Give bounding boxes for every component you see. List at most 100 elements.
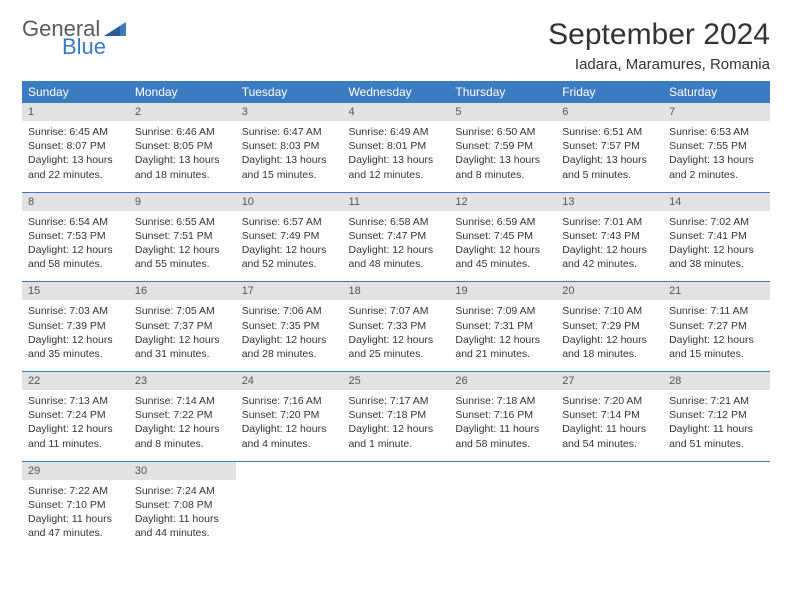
- day-cell: Sunrise: 6:58 AMSunset: 7:47 PMDaylight:…: [343, 211, 450, 283]
- day-number: [663, 462, 770, 480]
- daylight-line: Daylight: 13 hours and 15 minutes.: [242, 153, 337, 181]
- sunrise-line: Sunrise: 7:16 AM: [242, 394, 337, 408]
- sunrise-line: Sunrise: 7:17 AM: [349, 394, 444, 408]
- daylight-line: Daylight: 12 hours and 45 minutes.: [455, 243, 550, 271]
- header: General Blue September 2024 Iadara, Mara…: [22, 18, 770, 73]
- day-number: 27: [556, 372, 663, 390]
- day-number: 13: [556, 193, 663, 211]
- sunrise-line: Sunrise: 7:22 AM: [28, 484, 123, 498]
- sunrise-line: Sunrise: 7:13 AM: [28, 394, 123, 408]
- sunrise-line: Sunrise: 6:58 AM: [349, 215, 444, 229]
- day-cell: Sunrise: 7:18 AMSunset: 7:16 PMDaylight:…: [449, 390, 556, 462]
- sunset-line: Sunset: 8:05 PM: [135, 139, 230, 153]
- sunrise-line: Sunrise: 6:50 AM: [455, 125, 550, 139]
- sunset-line: Sunset: 7:16 PM: [455, 408, 550, 422]
- sunset-line: Sunset: 7:08 PM: [135, 498, 230, 512]
- sunset-line: Sunset: 7:49 PM: [242, 229, 337, 243]
- daylight-line: Daylight: 11 hours and 58 minutes.: [455, 422, 550, 450]
- day-number: 9: [129, 193, 236, 211]
- content-row: Sunrise: 7:22 AMSunset: 7:10 PMDaylight:…: [22, 480, 770, 551]
- day-number: 1: [22, 103, 129, 121]
- daylight-line: Daylight: 13 hours and 18 minutes.: [135, 153, 230, 181]
- day-number: 5: [449, 103, 556, 121]
- logo: General Blue: [22, 18, 126, 58]
- daylight-line: Daylight: 13 hours and 5 minutes.: [562, 153, 657, 181]
- day-cell: Sunrise: 6:49 AMSunset: 8:01 PMDaylight:…: [343, 121, 450, 193]
- daylight-line: Daylight: 12 hours and 11 minutes.: [28, 422, 123, 450]
- day-number: 19: [449, 282, 556, 300]
- day-cell: Sunrise: 7:10 AMSunset: 7:29 PMDaylight:…: [556, 300, 663, 372]
- title-block: September 2024 Iadara, Maramures, Romani…: [548, 18, 770, 73]
- day-header: Thursday: [449, 81, 556, 103]
- day-number: 29: [22, 462, 129, 480]
- day-number: [236, 462, 343, 480]
- daylight-line: Daylight: 13 hours and 22 minutes.: [28, 153, 123, 181]
- sunrise-line: Sunrise: 6:57 AM: [242, 215, 337, 229]
- page-title: September 2024: [548, 18, 770, 52]
- daylight-line: Daylight: 11 hours and 47 minutes.: [28, 512, 123, 540]
- daylight-line: Daylight: 12 hours and 38 minutes.: [669, 243, 764, 271]
- sunset-line: Sunset: 7:20 PM: [242, 408, 337, 422]
- day-cell: Sunrise: 7:02 AMSunset: 7:41 PMDaylight:…: [663, 211, 770, 283]
- day-header: Monday: [129, 81, 236, 103]
- day-number: 15: [22, 282, 129, 300]
- sunset-line: Sunset: 7:37 PM: [135, 319, 230, 333]
- day-number: 3: [236, 103, 343, 121]
- day-number: [556, 462, 663, 480]
- day-number: 30: [129, 462, 236, 480]
- sunset-line: Sunset: 7:31 PM: [455, 319, 550, 333]
- daynum-row: 891011121314: [22, 193, 770, 211]
- day-header: Sunday: [22, 81, 129, 103]
- day-cell: Sunrise: 7:24 AMSunset: 7:08 PMDaylight:…: [129, 480, 236, 551]
- logo-triangle-icon: [104, 18, 126, 40]
- day-cell: Sunrise: 7:21 AMSunset: 7:12 PMDaylight:…: [663, 390, 770, 462]
- day-number: 10: [236, 193, 343, 211]
- day-cell: Sunrise: 7:05 AMSunset: 7:37 PMDaylight:…: [129, 300, 236, 372]
- calendar-table: Sunday Monday Tuesday Wednesday Thursday…: [22, 81, 770, 550]
- sunrise-line: Sunrise: 7:10 AM: [562, 304, 657, 318]
- sunset-line: Sunset: 7:51 PM: [135, 229, 230, 243]
- sunset-line: Sunset: 7:45 PM: [455, 229, 550, 243]
- sunrise-line: Sunrise: 7:11 AM: [669, 304, 764, 318]
- sunrise-line: Sunrise: 6:47 AM: [242, 125, 337, 139]
- sunrise-line: Sunrise: 6:55 AM: [135, 215, 230, 229]
- day-cell: Sunrise: 6:47 AMSunset: 8:03 PMDaylight:…: [236, 121, 343, 193]
- sunrise-line: Sunrise: 7:03 AM: [28, 304, 123, 318]
- day-number: 12: [449, 193, 556, 211]
- sunset-line: Sunset: 7:10 PM: [28, 498, 123, 512]
- sunset-line: Sunset: 7:59 PM: [455, 139, 550, 153]
- day-number: 4: [343, 103, 450, 121]
- sunset-line: Sunset: 8:07 PM: [28, 139, 123, 153]
- sunset-line: Sunset: 7:35 PM: [242, 319, 337, 333]
- sunset-line: Sunset: 7:43 PM: [562, 229, 657, 243]
- daylight-line: Daylight: 11 hours and 51 minutes.: [669, 422, 764, 450]
- sunrise-line: Sunrise: 7:20 AM: [562, 394, 657, 408]
- day-header: Saturday: [663, 81, 770, 103]
- sunset-line: Sunset: 7:24 PM: [28, 408, 123, 422]
- sunset-line: Sunset: 7:57 PM: [562, 139, 657, 153]
- daylight-line: Daylight: 12 hours and 15 minutes.: [669, 333, 764, 361]
- content-row: Sunrise: 7:03 AMSunset: 7:39 PMDaylight:…: [22, 300, 770, 372]
- sunset-line: Sunset: 7:47 PM: [349, 229, 444, 243]
- daylight-line: Daylight: 13 hours and 12 minutes.: [349, 153, 444, 181]
- day-number: 23: [129, 372, 236, 390]
- daylight-line: Daylight: 12 hours and 42 minutes.: [562, 243, 657, 271]
- day-header-row: Sunday Monday Tuesday Wednesday Thursday…: [22, 81, 770, 103]
- daylight-line: Daylight: 12 hours and 48 minutes.: [349, 243, 444, 271]
- day-cell: [449, 480, 556, 551]
- day-cell: Sunrise: 7:03 AMSunset: 7:39 PMDaylight:…: [22, 300, 129, 372]
- sunset-line: Sunset: 7:41 PM: [669, 229, 764, 243]
- day-number: 8: [22, 193, 129, 211]
- sunset-line: Sunset: 7:18 PM: [349, 408, 444, 422]
- day-cell: Sunrise: 7:06 AMSunset: 7:35 PMDaylight:…: [236, 300, 343, 372]
- day-number: 18: [343, 282, 450, 300]
- sunset-line: Sunset: 8:01 PM: [349, 139, 444, 153]
- daynum-row: 22232425262728: [22, 372, 770, 390]
- daylight-line: Daylight: 12 hours and 1 minute.: [349, 422, 444, 450]
- day-cell: Sunrise: 6:51 AMSunset: 7:57 PMDaylight:…: [556, 121, 663, 193]
- day-cell: Sunrise: 6:53 AMSunset: 7:55 PMDaylight:…: [663, 121, 770, 193]
- day-number: 17: [236, 282, 343, 300]
- daylight-line: Daylight: 13 hours and 8 minutes.: [455, 153, 550, 181]
- sunset-line: Sunset: 7:22 PM: [135, 408, 230, 422]
- day-number: [343, 462, 450, 480]
